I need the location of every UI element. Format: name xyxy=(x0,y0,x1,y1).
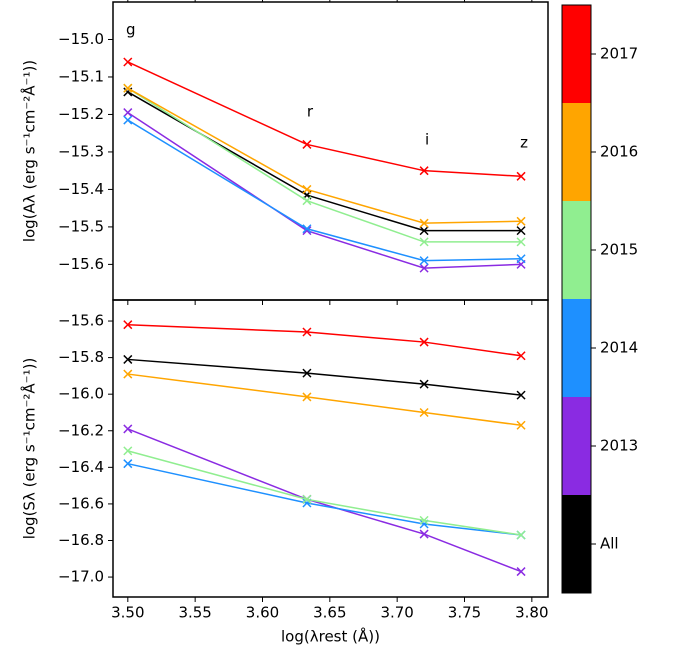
y-tick-label: −15.4 xyxy=(58,180,104,198)
point-marker xyxy=(302,494,312,504)
point-marker xyxy=(419,529,429,539)
point-marker xyxy=(123,459,133,469)
colorbar-segment xyxy=(562,103,591,201)
series-line xyxy=(127,428,522,573)
point-marker xyxy=(302,196,312,206)
point-marker xyxy=(302,327,312,337)
x-tick-label: 3.75 xyxy=(448,604,481,622)
point-marker xyxy=(516,237,526,247)
x-tick-label: 3.80 xyxy=(515,604,548,622)
legend-label: 2013 xyxy=(600,437,638,455)
point-marker xyxy=(419,263,429,273)
point-marker xyxy=(123,108,133,118)
point-marker xyxy=(302,184,312,194)
point-marker xyxy=(516,420,526,430)
y-tick-label: −16.6 xyxy=(58,494,104,512)
point-marker xyxy=(123,446,133,456)
series-line xyxy=(127,61,522,178)
y-tick-label: −15.0 xyxy=(58,30,104,48)
point-marker xyxy=(419,407,429,418)
series-line xyxy=(127,373,522,427)
legend-label: All xyxy=(600,535,619,553)
point-marker xyxy=(302,139,312,149)
point-marker xyxy=(419,379,429,389)
y-tick-label: −15.6 xyxy=(58,312,104,330)
point-marker xyxy=(302,368,312,378)
point-marker xyxy=(516,171,526,181)
series-line xyxy=(127,450,522,536)
point-marker xyxy=(123,369,133,379)
point-marker xyxy=(516,567,526,577)
point-marker xyxy=(419,226,429,236)
x-tick-label: 3.70 xyxy=(380,604,413,622)
point-marker xyxy=(516,530,526,540)
x-tick-label: 3.50 xyxy=(111,604,144,622)
series-line xyxy=(127,462,522,536)
colorbar-segment xyxy=(562,299,591,397)
point-marker xyxy=(419,256,429,266)
x-tick-label: 3.65 xyxy=(313,604,346,622)
y-axis-label: log(Aλ (erg s⁻¹cm⁻²Å⁻¹)) xyxy=(20,60,39,242)
band-label: i xyxy=(425,131,429,149)
series-line xyxy=(127,87,522,243)
point-marker xyxy=(302,392,312,402)
x-axis-label: log(λrest (Å)) xyxy=(281,627,380,646)
colorbar-segment xyxy=(562,397,591,495)
x-tick-label: 3.60 xyxy=(246,604,279,622)
point-marker xyxy=(419,166,429,176)
series-line xyxy=(127,323,522,357)
point-marker xyxy=(419,237,429,247)
point-marker xyxy=(123,115,133,125)
point-marker xyxy=(419,515,429,525)
point-marker xyxy=(123,57,133,67)
y-tick-label: −15.3 xyxy=(58,142,104,160)
point-marker xyxy=(123,83,133,93)
point-marker xyxy=(516,254,526,264)
plot-frame xyxy=(112,299,549,598)
y-tick-label: −15.6 xyxy=(58,255,104,273)
point-marker xyxy=(123,424,133,434)
point-marker xyxy=(419,218,429,228)
legend-label: 2014 xyxy=(600,339,638,357)
band-label: r xyxy=(307,103,314,121)
point-marker xyxy=(516,351,526,361)
point-marker xyxy=(123,354,133,364)
colorbar-segment xyxy=(562,201,591,299)
point-marker xyxy=(123,320,133,330)
band-label: g xyxy=(126,21,136,39)
y-tick-label: −16.0 xyxy=(58,385,104,403)
y-axis-label: log(Sλ (erg s⁻¹cm⁻²Å⁻¹)) xyxy=(20,358,39,540)
point-marker xyxy=(302,224,312,234)
series-line xyxy=(127,91,522,232)
y-tick-label: −17.0 xyxy=(58,568,104,586)
y-tick-label: −16.8 xyxy=(58,531,104,549)
colorbar-segment xyxy=(562,495,591,593)
y-tick-label: −16.4 xyxy=(58,458,104,476)
y-tick-label: −16.2 xyxy=(58,421,104,439)
y-tick-label: −15.8 xyxy=(58,348,104,366)
point-marker xyxy=(516,226,526,236)
point-marker xyxy=(516,216,526,226)
legend-label: 2017 xyxy=(600,45,638,63)
colorbar-frame xyxy=(561,4,592,594)
series-line xyxy=(127,119,522,262)
series-line xyxy=(127,358,522,396)
series-line xyxy=(127,87,522,224)
y-tick-label: −15.5 xyxy=(58,217,104,235)
y-tick-label: −15.1 xyxy=(58,67,104,85)
legend-label: 2016 xyxy=(600,143,638,161)
colorbar-segment xyxy=(562,5,591,103)
series-line xyxy=(127,111,522,269)
point-marker xyxy=(419,337,429,347)
point-marker xyxy=(516,390,526,400)
y-tick-label: −15.2 xyxy=(58,105,104,123)
band-label: z xyxy=(520,134,528,152)
x-tick-label: 3.55 xyxy=(178,604,211,622)
legend-label: 2015 xyxy=(600,241,638,259)
